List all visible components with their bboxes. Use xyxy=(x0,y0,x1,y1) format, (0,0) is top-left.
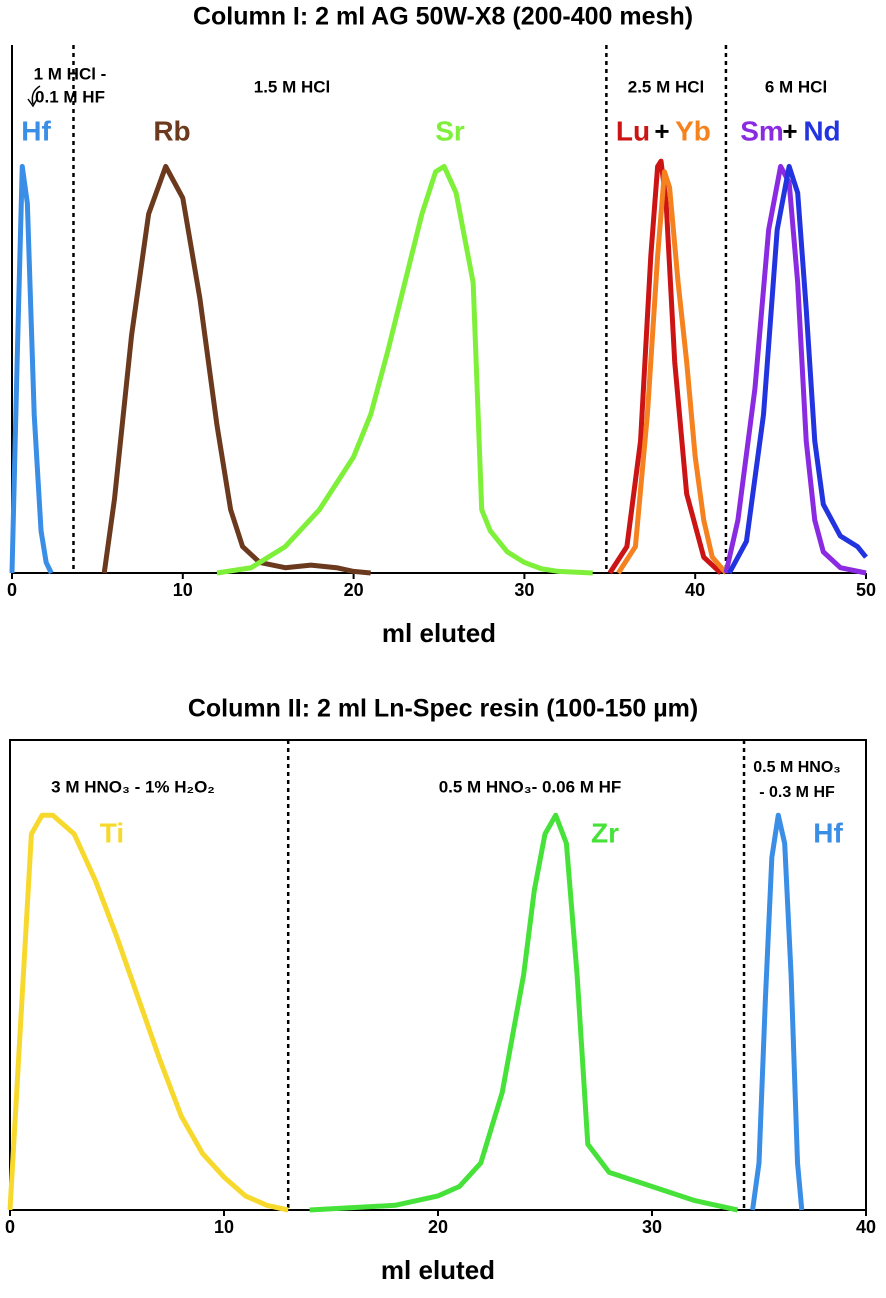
annotation: + xyxy=(654,116,669,146)
annotation: 6 M HCl xyxy=(765,77,827,96)
annotation: 1.5 M HCl xyxy=(254,77,331,96)
curve xyxy=(216,163,593,576)
series-label: Zr xyxy=(591,817,619,848)
curve xyxy=(750,812,805,1211)
annotation: - 0.3 M HF xyxy=(759,784,835,801)
curve xyxy=(101,163,371,576)
x-tick-label: 10 xyxy=(214,1217,234,1237)
annotation: 1 M HCl - xyxy=(34,64,107,83)
x-tick-label: 20 xyxy=(428,1217,448,1237)
annotation: 3 M HNO₃ - 1% H₂O₂ xyxy=(51,777,215,796)
x-axis-label: ml eluted xyxy=(382,618,496,648)
x-tick-label: 40 xyxy=(856,1217,876,1237)
series-label: Ti xyxy=(100,817,124,848)
x-tick-label: 50 xyxy=(856,580,876,600)
series-label: Lu xyxy=(616,115,650,146)
series-label: Sr xyxy=(435,115,465,146)
series-label: Hf xyxy=(813,817,843,848)
x-axis-label: ml eluted xyxy=(381,1255,495,1285)
annotation: 2.5 M HCl xyxy=(628,77,705,96)
series-label: Yb xyxy=(675,115,711,146)
series-label: Rb xyxy=(153,115,190,146)
x-tick-label: 30 xyxy=(514,580,534,600)
arrow-head xyxy=(27,98,38,108)
chart-title: Column I: 2 ml AG 50W-X8 (200-400 mesh) xyxy=(193,3,693,31)
curve xyxy=(7,812,289,1213)
annotation: 0.1 M HF xyxy=(35,87,105,106)
series-label: Hf xyxy=(21,115,51,146)
curve xyxy=(309,812,739,1213)
x-tick-label: 0 xyxy=(5,1217,15,1237)
curve xyxy=(727,163,868,575)
x-tick-label: 10 xyxy=(173,580,193,600)
x-tick-label: 40 xyxy=(685,580,705,600)
chart-title: Column II: 2 ml Ln-Spec resin (100-150 µ… xyxy=(188,695,698,723)
annotation: 0.5 M HNO₃ xyxy=(753,759,840,776)
series-label: Sm xyxy=(740,115,784,146)
curve xyxy=(607,158,723,575)
plot-frame xyxy=(9,739,867,1211)
x-tick-label: 0 xyxy=(7,580,17,600)
annotation: 0.5 M HNO₃- 0.06 M HF xyxy=(439,777,622,796)
curve xyxy=(9,163,54,575)
series-label: Nd xyxy=(803,115,840,146)
x-tick-label: 20 xyxy=(344,580,364,600)
annotation: + xyxy=(782,116,797,146)
x-tick-label: 30 xyxy=(642,1217,662,1237)
arrow xyxy=(31,85,41,105)
curve xyxy=(723,163,867,576)
curve xyxy=(616,169,728,575)
